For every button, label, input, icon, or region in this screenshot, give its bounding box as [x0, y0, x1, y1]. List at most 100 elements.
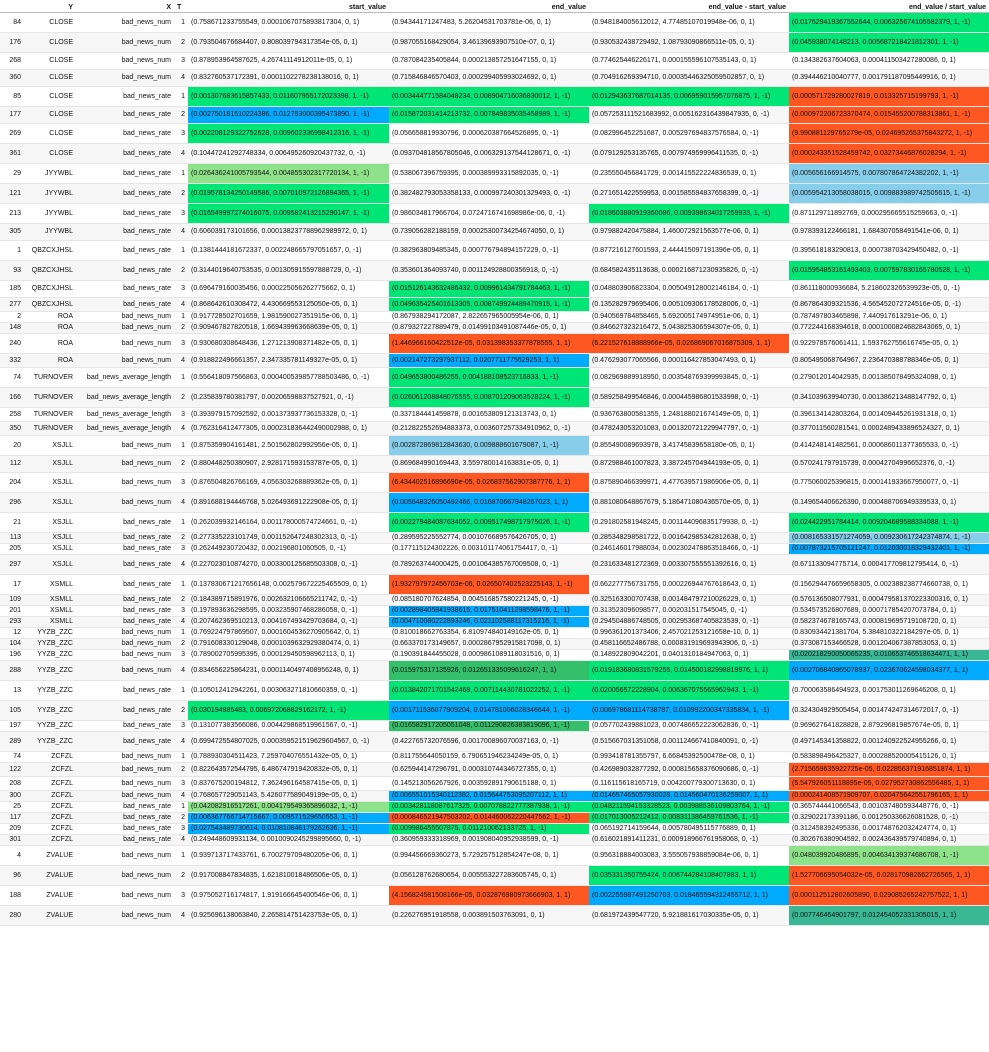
row-index: 213	[0, 203, 24, 224]
cell-start-value: (0.875359904161481, 2.501562802992956e-0…	[188, 435, 389, 456]
table-row: 17 XSMLL bad_news_rate 1 (0.1378306712176561…	[0, 574, 989, 595]
cell-t: 3	[174, 203, 188, 224]
cell-diff: (0.079129253135765, 0.007974959996411535…	[589, 143, 789, 164]
cell-y: ROA	[24, 322, 76, 334]
row-index: 93	[0, 260, 24, 281]
table-row: 112 XSJLL bad_news_num 2 (0.880448250380907,…	[0, 455, 989, 473]
row-index: 296	[0, 492, 24, 513]
cell-t: 4	[174, 554, 188, 575]
cell-y: XSJLL	[24, 512, 76, 533]
cell-start-value: (0.834656225864231, 0.000114049740895624…	[188, 660, 389, 681]
cell-start-value: (0.026436241005793544, 0.004855302317720…	[188, 163, 389, 184]
row-index: 122	[0, 762, 24, 777]
cell-end-value: (0.016582917205051048, 0.011290826383819…	[389, 720, 589, 732]
table-row: 209 ZCFZL bad_news_rate 3 (0.027543489730614…	[0, 823, 989, 835]
cell-ratio: (0.008165331571274059, 0.009230617242374…	[789, 532, 989, 544]
cell-start-value: (0.10447241292748334, 0.0064952609204377…	[188, 143, 389, 164]
cell-y: ZCFZL	[24, 812, 76, 824]
cell-ratio: (0.377011560281541, 0.000248943389652432…	[789, 421, 989, 436]
cell-end-value: (0.986034817966704, 0.0724716741698986e-…	[389, 203, 589, 224]
cell-diff: (0.082996452251687, 0.005297694837576584…	[589, 123, 789, 144]
cell-x: bad_news_rate	[76, 512, 174, 533]
cell-x: bad_news_rate	[76, 731, 174, 752]
cell-end-value: (0.226276951918558, 0.003891503763091, 0…	[389, 905, 589, 926]
cell-x: bad_news_rate	[76, 616, 174, 628]
table-row: 196 YYZB_ZZC bad_news_num 3 (0.7890027059953…	[0, 649, 989, 661]
cell-end-value: (4.156824581508166e-05, 0.03287698097366…	[389, 885, 589, 906]
cell-y: CLOSE	[24, 32, 76, 53]
cell-end-value: (0.190391844455028, 0.000986108911803151…	[389, 649, 589, 661]
cell-y: ZCFZL	[24, 751, 76, 763]
cell-ratio: (0.000972206723370474, 0.015455200788313…	[789, 106, 989, 124]
row-index: 269	[0, 123, 24, 144]
header-diff: end_value - start_value	[589, 0, 789, 13]
cell-end-value: (0.789263744000425, 0.001064385767009508…	[389, 554, 589, 575]
cell-end-value: (0.001711536077909204, 0.014781006028346…	[389, 700, 589, 721]
row-index: 288	[0, 660, 24, 681]
cell-start-value: (0.930680308648436, 1.271213908371482e-0…	[188, 333, 389, 354]
cell-start-value: (0.227023010874270, 0.003300125685503308…	[188, 554, 389, 575]
row-index: 205	[0, 543, 24, 555]
row-index: 258	[0, 407, 24, 422]
row-index: 300	[0, 790, 24, 802]
cell-t: 4	[174, 660, 188, 681]
table-row: 185 QBZCXJHSL bad_news_rate 3 (0.69647916003…	[0, 280, 989, 298]
cell-y: XSJLL	[24, 435, 76, 456]
cell-t: 4	[174, 143, 188, 164]
row-index: 96	[0, 865, 24, 886]
table-row: 1 QBZCXJHSL bad_news_rate 1 (0.1381444181672…	[0, 240, 989, 261]
cell-t: 2	[174, 638, 188, 650]
row-index: 188	[0, 885, 24, 906]
row-index: 17	[0, 574, 24, 595]
cell-y: TURNOVER	[24, 407, 76, 422]
cell-end-value: (0.004710080222893246, 0.021102588117315…	[389, 616, 589, 628]
cell-end-value: (0.663370173149657, 0.000286795291581709…	[389, 638, 589, 650]
cell-t: 4	[174, 731, 188, 752]
table-row: 85 CLOSE bad_news_rate 1 (0.0013076836158574…	[0, 86, 989, 107]
cell-t: 3	[174, 472, 188, 493]
cell-start-value: (0.042082916517261, 0.004179549365896032…	[188, 801, 389, 813]
cell-y: QBZCXJHSL	[24, 280, 76, 298]
cell-x: bad_news_rate	[76, 123, 174, 144]
cell-ratio: (0.570241797915739, 0.00042704996652376,…	[789, 455, 989, 473]
cell-x: bad_news_rate	[76, 163, 174, 184]
row-index: 74	[0, 751, 24, 763]
cell-end-value: (0.739056282188159, 0.000253007342546740…	[389, 223, 589, 241]
cell-start-value: (0.699472554807025, 0.000359521519629604…	[188, 731, 389, 752]
table-row: 74 ZCFZL bad_news_num 1 (0.788930304511423, …	[0, 751, 989, 763]
cell-diff: (0.006978681114738787, 0.010992200347335…	[589, 700, 789, 721]
cell-t: 2	[174, 865, 188, 886]
table-row: 277 QBZCXJHSL bad_news_rate 4 (0.86864261030…	[0, 297, 989, 312]
results-table: Y X T start_value end_value end_value - …	[0, 0, 989, 926]
table-row: 117 ZCFZL bad_news_rate 2 (0.006367766714715…	[0, 812, 989, 824]
cell-diff: (0.993418781355797, 6.66845392500478e-08…	[589, 751, 789, 763]
table-row: 288 YYZB_ZZC bad_news_num 4 (0.8346562258642…	[0, 660, 989, 681]
cell-x: bad_news_num	[76, 790, 174, 802]
cell-diff: (0.235550456841729, 0.001415522224836539…	[589, 163, 789, 184]
cell-t: 2	[174, 32, 188, 53]
cell-y: XSMLL	[24, 574, 76, 595]
cell-x: bad_news_num	[76, 52, 174, 70]
cell-diff: (0.065192714159644, 0.005780495115776889…	[589, 823, 789, 835]
cell-x: bad_news_num	[76, 353, 174, 368]
row-index: 1	[0, 240, 24, 261]
cell-x: bad_news_rate	[76, 574, 174, 595]
cell-ratio: (2.715659635922725e-05, 0.02285637191685…	[789, 762, 989, 777]
cell-y: TURNOVER	[24, 367, 76, 388]
cell-diff: (0.684582435113638, 0.000216871230935826…	[589, 260, 789, 281]
cell-ratio: (0.969627641828828, 2.879296819857674e-0…	[789, 720, 989, 732]
cell-start-value: (0.019578134250149586, 0.007010972126894…	[188, 183, 389, 204]
cell-ratio: (0.007873215705121247, 0.012030018329432…	[789, 543, 989, 555]
cell-t: 1	[174, 163, 188, 184]
cell-diff: (0.979882420475884, 1.460072921563577e-0…	[589, 223, 789, 241]
cell-t: 2	[174, 812, 188, 824]
cell-start-value: (0.262039932146164, 0.001178000574724661…	[188, 512, 389, 533]
cell-start-value: (0.002750181510224386, 0.012753000395473…	[188, 106, 389, 124]
table-row: 289 YYZB_ZZC bad_news_rate 4 (0.699472554807…	[0, 731, 989, 752]
cell-y: JYYWBL	[24, 223, 76, 241]
cell-diff: (0.048211594153328523, 0.003988536109803…	[589, 801, 789, 813]
cell-t: 4	[174, 69, 188, 87]
cell-start-value: (0.769224797869507, 0.000160453627090564…	[188, 627, 389, 639]
cell-end-value: (0.869684990169443, 3.559780014163831e-0…	[389, 455, 589, 473]
cell-start-value: (0.793504676684407, 0.808039794317354e-0…	[188, 32, 389, 53]
